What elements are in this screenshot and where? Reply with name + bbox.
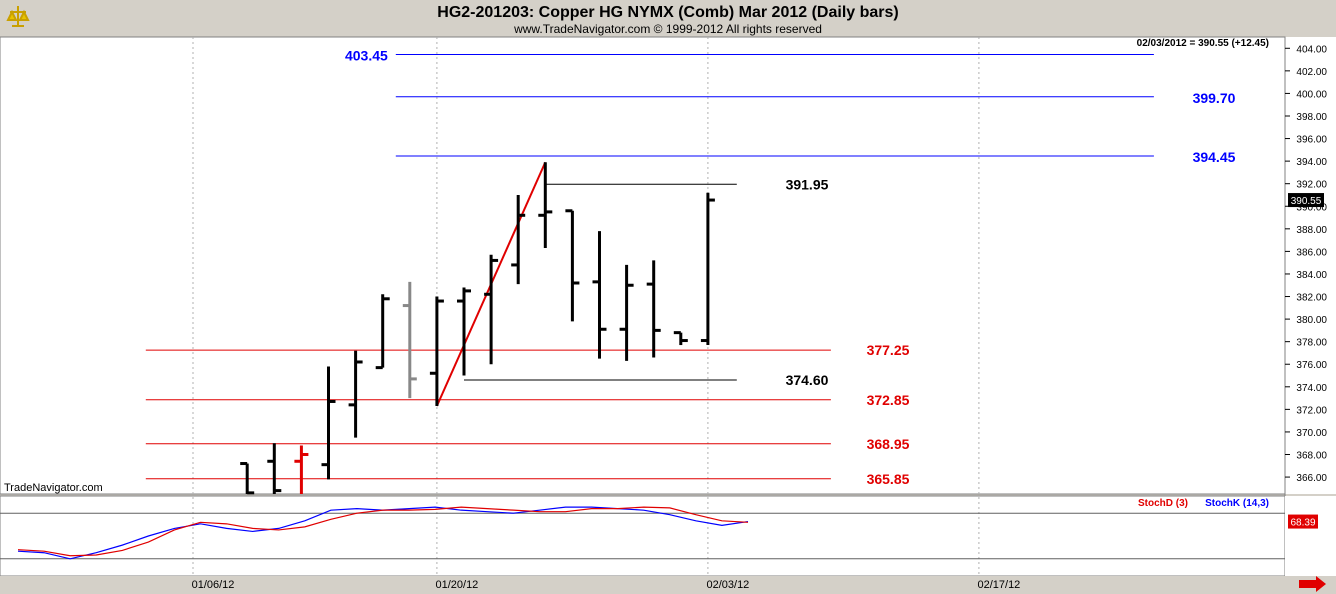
price-tick-label: 382.00 (1296, 293, 1327, 304)
price-tick-label: 370.00 (1296, 428, 1327, 439)
level-label: 372.85 (867, 392, 910, 408)
stochk-legend: StochK (14,3) (1205, 498, 1269, 509)
price-pane (0, 36, 1286, 495)
price-tick-label: 392.00 (1296, 180, 1327, 191)
logo-icon (6, 4, 30, 28)
date-tick-label: 02/03/12 (706, 579, 749, 591)
level-label: 374.60 (786, 372, 829, 388)
price-tick-label: 388.00 (1296, 225, 1327, 236)
last-price-label: 390.55 (1291, 196, 1322, 207)
level-label: 365.85 (867, 471, 910, 487)
date-tick-label: 01/06/12 (192, 579, 235, 591)
price-tick-label: 368.00 (1296, 451, 1327, 462)
level-label: 394.45 (1193, 149, 1236, 165)
chart-title: HG2-201203: Copper HG NYMX (Comb) Mar 20… (437, 4, 898, 21)
stochd-legend: StochD (3) (1138, 498, 1188, 509)
price-tick-label: 390.00 (1296, 202, 1327, 213)
watermark-text: TradeNavigator.com (4, 482, 103, 494)
last-price-box (1288, 193, 1324, 208)
price-axis (1285, 37, 1336, 494)
header-band (0, 0, 1336, 37)
date-tick-label: 02/17/12 (977, 579, 1020, 591)
date-axis (0, 576, 1336, 594)
stochd-line (17, 506, 749, 557)
oscillator-axis (1285, 496, 1336, 576)
copyright-text: www.TradeNavigator.com © 1999-2012 All r… (513, 22, 822, 36)
red-right-arrow-icon[interactable] (1299, 576, 1326, 592)
price-tick-label: 394.00 (1296, 157, 1327, 168)
oscillator-pane (0, 495, 1286, 577)
price-tick-label: 398.00 (1296, 112, 1327, 123)
last-quote-text: 02/03/2012 = 390.55 (+12.45) (1137, 38, 1269, 49)
price-tick-label: 366.00 (1296, 473, 1327, 484)
ohlc-bars (240, 162, 715, 495)
level-label: 368.95 (867, 436, 910, 452)
level-label: 391.95 (786, 176, 829, 192)
oscillator-value-label: 68.39 (1290, 518, 1315, 529)
price-tick-label: 378.00 (1296, 338, 1327, 349)
level-label: 377.25 (867, 342, 910, 358)
price-tick-label: 400.00 (1296, 89, 1327, 100)
price-tick-label: 384.00 (1296, 270, 1327, 281)
price-axis-ticks: 366.00 368.00 370.00 372.00 374.00 376.00 378.… (1285, 44, 1327, 484)
price-tick-label: 386.00 (1296, 247, 1327, 258)
date-axis-ticks: 01/06/12 01/20/12 02/03/12 02/17/12 (192, 579, 1021, 591)
price-tick-label: 402.00 (1296, 67, 1327, 78)
price-tick-label: 404.00 (1296, 44, 1327, 55)
price-tick-label: 376.00 (1296, 360, 1327, 371)
level-label: 403.45 (345, 47, 388, 63)
oscillator-lines: StochD (3) StochK (14,3) 68.39 (0, 498, 1318, 560)
price-tick-label: 374.00 (1296, 383, 1327, 394)
level-label: 399.70 (1193, 90, 1236, 106)
oscillator-value-box (1288, 514, 1318, 529)
level-lines: 403.45 399.70 394.45 391.95 377.25 374.60 372.… (145, 47, 1236, 487)
date-tick-label: 01/20/12 (435, 579, 478, 591)
price-tick-label: 380.00 (1296, 315, 1327, 326)
price-tick-label: 396.00 (1296, 135, 1327, 146)
price-tick-label: 372.00 (1296, 405, 1327, 416)
